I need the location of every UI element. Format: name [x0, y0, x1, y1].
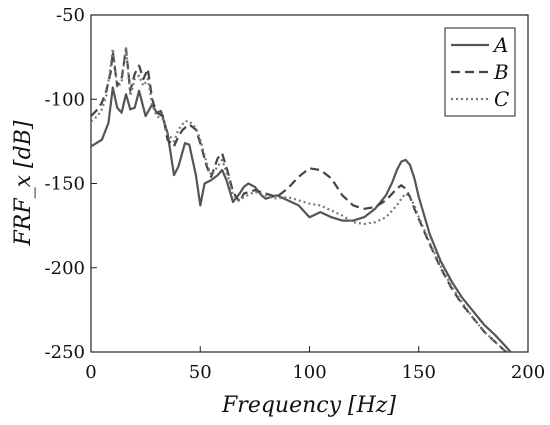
series-line-c [91, 45, 507, 352]
legend-label-a: A [492, 33, 508, 57]
series-lines [91, 45, 512, 352]
y-tick-label: -50 [56, 5, 85, 26]
legend-label-b: B [493, 60, 509, 84]
x-tick-label: 200 [511, 362, 545, 383]
x-tick-label: 100 [292, 362, 326, 383]
x-tick-label: 0 [85, 362, 96, 383]
y-tick-label: -100 [45, 89, 85, 110]
legend-label-c: C [494, 87, 509, 111]
series-line-b [91, 47, 507, 352]
y-axis-ticks: -50 -100 -150 -200 -250 [45, 5, 97, 363]
x-axis-label: Frequency [Hz] [221, 393, 396, 418]
legend: A B C [444, 27, 516, 117]
x-tick-label: 150 [402, 362, 436, 383]
x-tick-label: 50 [189, 362, 212, 383]
x-axis-ticks: 0 50 100 150 200 [85, 346, 545, 383]
y-axis-label: FRF_x [dB] [11, 120, 36, 246]
y-tick-label: -150 [45, 174, 85, 195]
y-tick-label: -200 [45, 258, 85, 279]
series-line-a [91, 86, 512, 352]
y-tick-label: -250 [45, 342, 85, 363]
